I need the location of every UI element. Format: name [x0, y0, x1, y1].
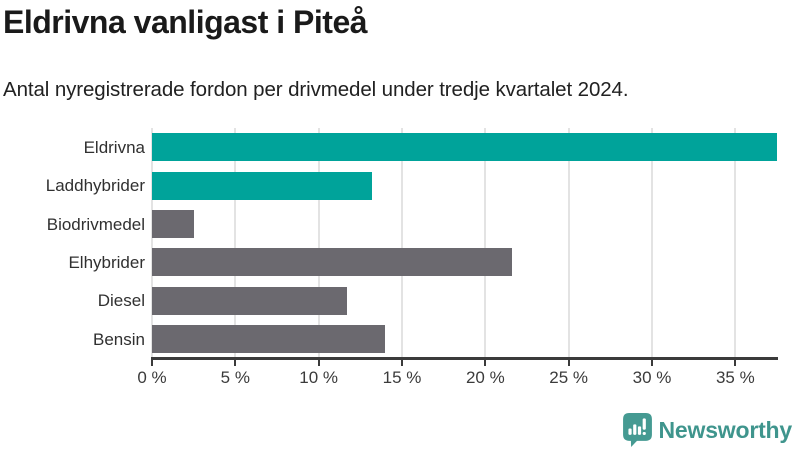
bar-diesel: [152, 286, 347, 315]
newsworthy-logo[interactable]: Newsworthy: [622, 412, 793, 448]
x-axis-line: [151, 357, 778, 360]
newsworthy-logo-text: Newsworthy: [658, 416, 793, 443]
gridline: [734, 128, 737, 358]
gridline: [234, 128, 237, 358]
gridline: [651, 128, 653, 358]
x-tick: [484, 360, 487, 366]
page-title: Eldrivna vanligast i Piteå: [3, 4, 368, 40]
gridline: [567, 128, 570, 358]
gridline: [401, 128, 403, 358]
x-tick-label: 15 %: [382, 368, 422, 387]
x-axis-ticks: [151, 360, 777, 366]
x-tick: [317, 360, 320, 366]
x-tick: [401, 360, 403, 366]
x-tick: [151, 360, 153, 366]
bar-biodrivmedel: [152, 209, 194, 238]
category-axis: Eldrivna Laddhybrider Biodrivmedel Elhybrid…: [0, 129, 145, 359]
bar-eldrivna: [152, 133, 777, 162]
page-subtitle: Antal nyregistrerade fordon per drivmede…: [3, 78, 629, 101]
newsworthy-speech-bubble-bar-chart-icon: [622, 413, 652, 447]
gridline: [484, 128, 487, 358]
x-tick-label: 25 %: [549, 368, 589, 387]
category-label: Bensin: [93, 329, 145, 349]
bar-bensin: [152, 324, 386, 353]
x-tick: [567, 360, 570, 366]
category-label: Biodrivmedel: [46, 214, 145, 234]
x-tick-label: 0 %: [137, 368, 167, 387]
gridline: [151, 128, 153, 358]
x-tick-label: 20 %: [465, 368, 505, 387]
bar-elhybrider: [152, 248, 512, 277]
gridline: [317, 128, 320, 358]
x-tick: [734, 360, 737, 366]
x-tick: [234, 360, 237, 366]
x-axis-tick-labels: 0 % 5 % 10 % 15 % 20 % 25 % 30 % 35 %: [137, 368, 777, 390]
bar-laddhybrider: [152, 171, 372, 200]
category-label: Eldrivna: [83, 138, 145, 158]
x-tick-label: 10 %: [299, 368, 339, 387]
x-tick-label: 35 %: [715, 368, 755, 387]
x-tick-label: 5 %: [220, 368, 250, 387]
speech-bubble-shape: [622, 413, 652, 447]
plot-area: [151, 128, 777, 358]
category-label: Diesel: [97, 291, 145, 311]
x-tick: [651, 360, 653, 366]
category-label: Laddhybrider: [45, 176, 145, 196]
x-tick-label: 30 %: [632, 368, 672, 387]
category-label: Elhybrider: [68, 253, 145, 273]
